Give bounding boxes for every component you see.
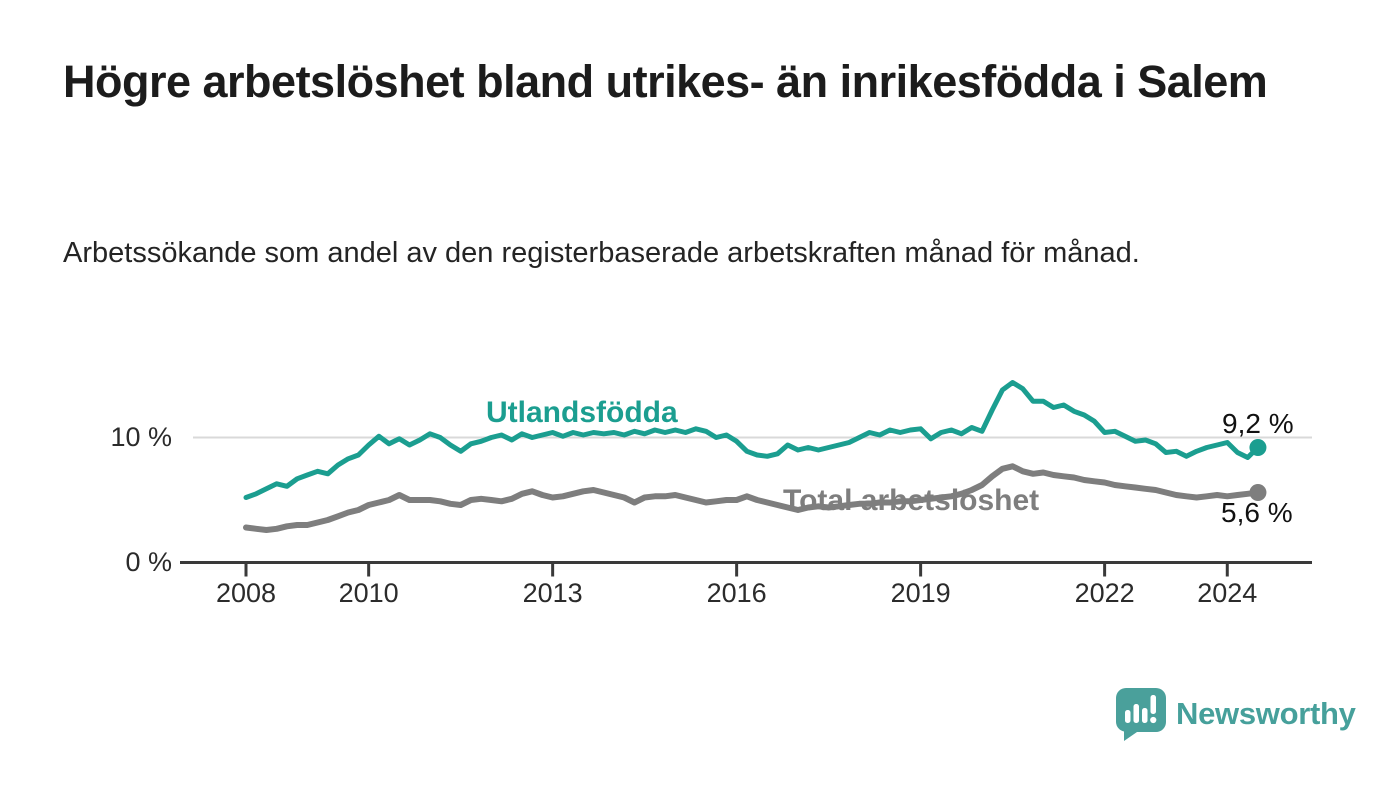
- speech-bubble-shape: [1116, 688, 1166, 741]
- newsworthy-logo-text: Newsworthy: [1176, 696, 1356, 731]
- series-end-dot-utlandsfodda: [1249, 439, 1267, 456]
- x-tick-label-2019: 2019: [890, 578, 951, 608]
- newsworthy-logo-icon: [1116, 688, 1166, 741]
- exclamation-bar: [1150, 695, 1156, 714]
- series-end-dot-total: [1249, 484, 1267, 501]
- series-label-utlandsfodda: Utlandsfödda: [486, 396, 678, 429]
- exclamation-dot: [1150, 716, 1157, 724]
- x-tick-label-2024: 2024: [1197, 578, 1258, 608]
- x-tick-label-2010: 2010: [338, 578, 399, 608]
- x-tick-label-2013: 2013: [522, 578, 583, 608]
- series-label-total: Total arbetslöshet: [783, 484, 1040, 517]
- series-line-total: [243, 463, 1261, 533]
- x-tick-label-2016: 2016: [706, 578, 767, 608]
- newsworthy-logo: Newsworthy: [1115, 687, 1356, 741]
- series-line-utlandsfodda: [243, 380, 1261, 500]
- y-axis-label-10: 10 %: [110, 422, 172, 452]
- x-tick-label-2022: 2022: [1074, 578, 1135, 608]
- y-axis-label-0: 0 %: [125, 547, 172, 577]
- bar-3: [1142, 708, 1148, 723]
- bar-2: [1133, 704, 1139, 723]
- end-value-label-total: 5,6 %: [1221, 497, 1293, 528]
- bar-1: [1125, 710, 1131, 723]
- end-value-label-utlandsfodda: 9,2 %: [1222, 408, 1294, 439]
- x-tick-label-2008: 2008: [215, 578, 277, 608]
- chart-title: Högre arbetslöshet bland utrikes- än inr…: [63, 56, 1268, 107]
- chart-subtitle: Arbetssökande som andel av den registerb…: [63, 237, 1140, 269]
